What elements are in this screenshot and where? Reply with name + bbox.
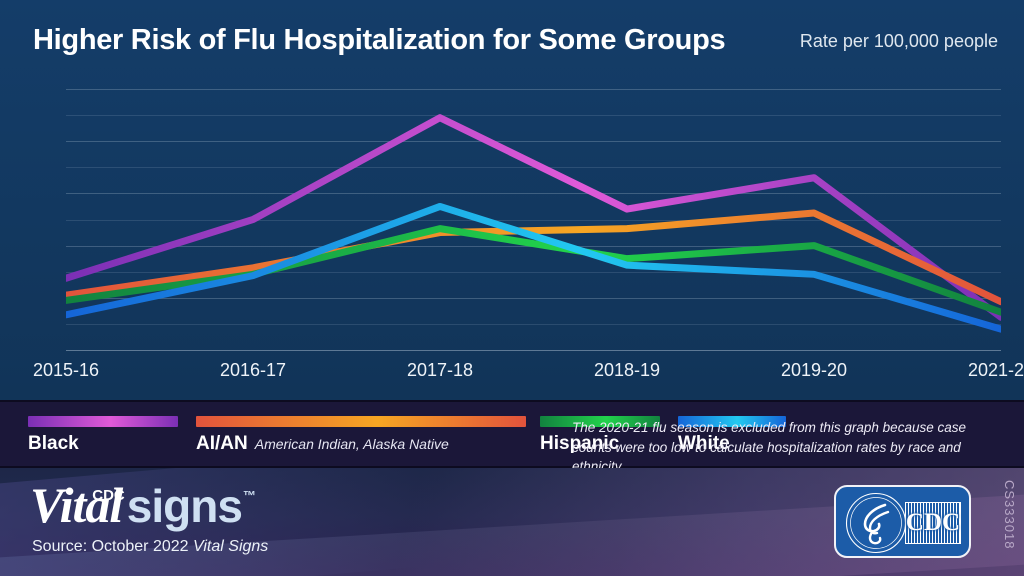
chart-subtitle: Rate per 100,000 people bbox=[799, 31, 998, 51]
x-axis-tick-label: 2019-20 bbox=[780, 360, 848, 380]
plot-area: 04080120160200 bbox=[66, 89, 1001, 351]
logo-vital-text: Vital bbox=[30, 477, 123, 533]
cdc-logo: CDC bbox=[834, 485, 971, 558]
legend-swatch-hispanic bbox=[540, 416, 660, 427]
legend-swatch-aian bbox=[196, 416, 526, 427]
series-lines bbox=[66, 89, 1001, 350]
gridline-minor bbox=[66, 271, 1001, 273]
legend: Black AI/AN American Indian, Alaska Native… bbox=[0, 400, 1024, 474]
legend-swatch-black bbox=[28, 416, 178, 427]
page-title: Higher Risk of Flu Hospitalization for S… bbox=[33, 24, 726, 56]
x-axis-tick-label: 2016-17 bbox=[219, 360, 287, 380]
x-axis-tick-label: 2017-18 bbox=[406, 360, 474, 380]
gridline-major bbox=[66, 89, 1001, 90]
legend-label-white: White bbox=[678, 433, 730, 454]
legend-item-hispanic[interactable]: Hispanic bbox=[540, 416, 660, 455]
gridline-minor bbox=[66, 323, 1001, 325]
x-axis-tick-label: 2018-19 bbox=[593, 360, 661, 380]
hhs-seal-icon bbox=[845, 492, 907, 554]
legend-label-aian: AI/AN American Indian, Alaska Native bbox=[196, 433, 449, 454]
legend-label-hispanic: Hispanic bbox=[540, 433, 620, 454]
series-line-aian bbox=[66, 213, 1001, 302]
source-line: Source: October 2022 Vital Signs bbox=[32, 538, 268, 556]
vital-signs-logo: VitalCDCsigns™ bbox=[30, 476, 256, 534]
x-axis-labels: 2015-16 2016-17 2017-18 2018-19 2019-20 2021-… bbox=[33, 360, 1024, 390]
logo-trademark: ™ bbox=[242, 488, 256, 503]
legend-label-black: Black bbox=[28, 433, 79, 454]
cs-code: CS333018 bbox=[1002, 480, 1017, 550]
gridline-minor bbox=[66, 219, 1001, 221]
cdc-wordmark: CDC bbox=[905, 502, 961, 544]
legend-item-black[interactable]: Black bbox=[28, 416, 178, 455]
logo-cdc-superscript: CDC bbox=[92, 487, 125, 504]
gridline-major bbox=[66, 297, 1001, 299]
legend-item-aian[interactable]: AI/AN American Indian, Alaska Native bbox=[196, 416, 526, 455]
gridline-major bbox=[66, 141, 1001, 143]
legend-item-white[interactable]: White bbox=[678, 416, 786, 455]
logo-signs-text: signs bbox=[126, 480, 243, 532]
chart-header: Higher Risk of Flu Hospitalization for S… bbox=[0, 24, 1024, 68]
legend-swatch-white bbox=[678, 416, 786, 427]
gridline-minor bbox=[66, 115, 1001, 117]
chart-panel: Higher Risk of Flu Hospitalization for S… bbox=[0, 0, 1024, 400]
x-axis-tick-label: 2015-16 bbox=[32, 360, 100, 380]
axis-baseline bbox=[66, 350, 1001, 351]
source-publication: Vital Signs bbox=[192, 538, 269, 555]
series-line-hispanic bbox=[66, 229, 1001, 313]
series-line-black bbox=[66, 118, 1001, 318]
gridline-major bbox=[66, 193, 1001, 195]
gridline-minor bbox=[66, 167, 1001, 169]
x-axis-tick-label: 2021-22 bbox=[967, 360, 1024, 380]
footer: VitalCDCsigns™ Source: October 2022 Vita… bbox=[0, 468, 1024, 576]
series-line-white bbox=[66, 206, 1001, 329]
legend-sublabel-aian: American Indian, Alaska Native bbox=[254, 436, 449, 452]
source-prefix: Source: October 2022 bbox=[32, 538, 193, 555]
cdc-wordmark-text: CDC bbox=[905, 509, 961, 536]
